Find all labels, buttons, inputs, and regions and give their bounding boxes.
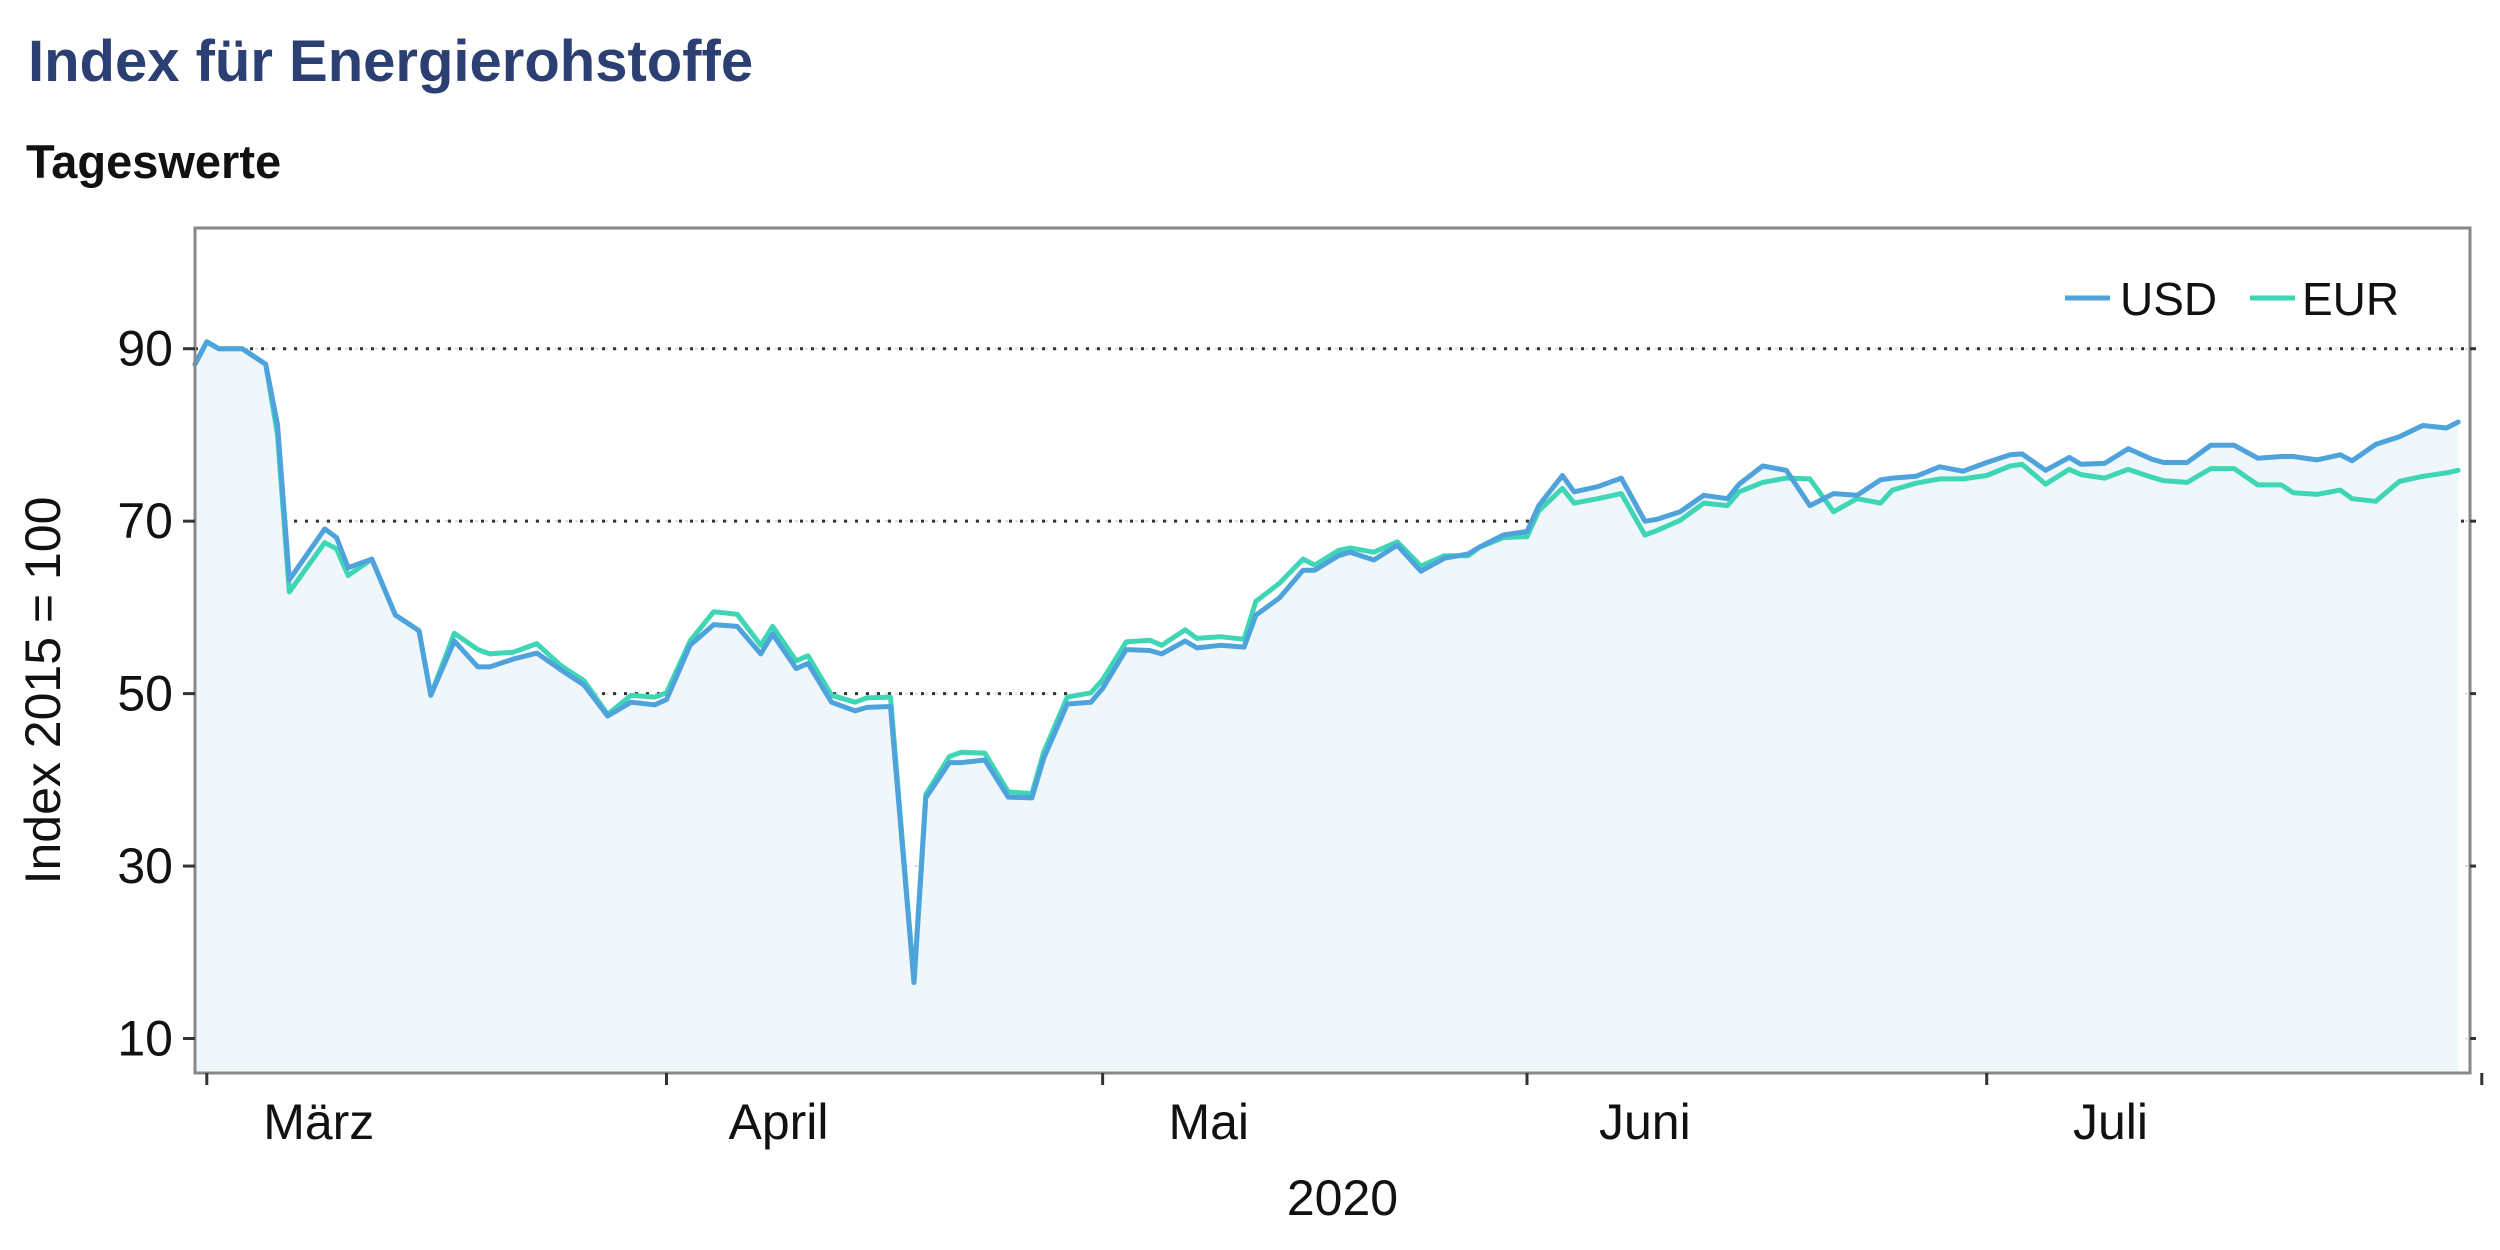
legend-eur-label: EUR (2302, 273, 2399, 325)
y-tick-label-10: 10 (117, 1011, 173, 1067)
series-line-usd (192, 339, 2461, 985)
legend: USD EUR (2065, 273, 2399, 325)
x-tick-label-2: Mai (1168, 1094, 1249, 1150)
area-under-usd (195, 341, 2459, 1072)
y-tick-label-50: 50 (117, 666, 173, 722)
series-line-eur (192, 339, 2461, 985)
axis-ticks: 1030507090MärzAprilMaiJuniJuliAugust (117, 321, 2484, 1150)
y-tick-label-30: 30 (117, 838, 173, 894)
series-lines (192, 339, 2461, 985)
y-tick-label-90: 90 (117, 321, 173, 377)
y-tick-label-70: 70 (117, 493, 173, 549)
area-fill (195, 341, 2459, 1072)
legend-usd-label: USD (2120, 273, 2217, 325)
x-tick-label-4: Juli (2073, 1094, 2148, 1150)
x-axis-label: 2020 (1287, 1170, 1398, 1226)
chart-title: Index für Energierohstoffe (28, 29, 754, 94)
x-tick-label-0: März (263, 1094, 374, 1150)
x-tick-label-3: Juni (1599, 1094, 1691, 1150)
x-tick-label-1: April (728, 1094, 828, 1150)
y-axis-label: Index 2015 = 100 (15, 497, 71, 885)
plot-frame (193, 226, 2472, 1075)
chart-subtitle: Tageswerte (26, 135, 282, 188)
